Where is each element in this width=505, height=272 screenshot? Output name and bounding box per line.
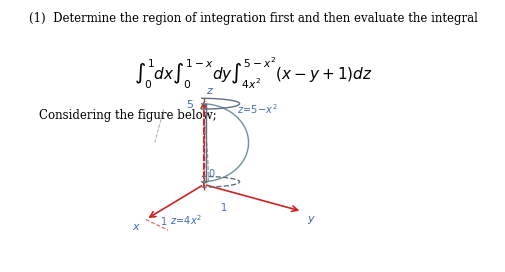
Text: $z\!=\!4x^2$: $z\!=\!4x^2$ xyxy=(170,213,201,227)
Text: Considering the figure below;: Considering the figure below; xyxy=(38,109,216,122)
Text: $z\!=\!5\!-\!x^2$: $z\!=\!5\!-\!x^2$ xyxy=(237,102,278,116)
Text: $z$: $z$ xyxy=(206,86,214,96)
Text: $y$: $y$ xyxy=(306,214,315,226)
Text: (1)  Determine the region of integration first and then evaluate the integral: (1) Determine the region of integration … xyxy=(28,12,477,25)
Text: $x$: $x$ xyxy=(132,222,141,232)
Text: $\int_0^1 dx \int_0^{1-x} dy \int_{4x^2}^{5-x^2} (x - y + 1)dz$: $\int_0^1 dx \int_0^{1-x} dy \int_{4x^2}… xyxy=(133,55,372,91)
Text: 5: 5 xyxy=(185,100,192,110)
Text: 1: 1 xyxy=(221,203,227,213)
Text: 1: 1 xyxy=(160,217,167,227)
Text: 0: 0 xyxy=(208,169,214,179)
